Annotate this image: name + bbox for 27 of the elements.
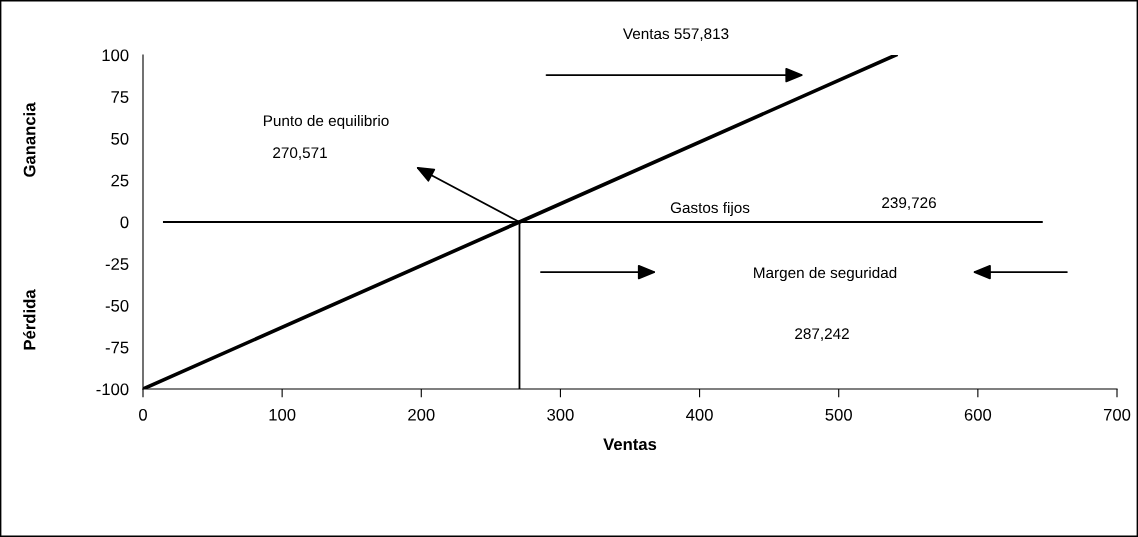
x-tick-label: 300 — [547, 408, 574, 421]
x-tick-label: 400 — [686, 408, 713, 421]
x-tick-label: 200 — [408, 408, 435, 421]
text: Pérdida — [23, 289, 36, 350]
x-tick-label: 700 — [1103, 408, 1131, 421]
y-tick-label: 0 — [120, 216, 129, 229]
x-tick-label: 600 — [964, 408, 992, 421]
y-tick-label: 25 — [111, 174, 129, 187]
x-tick-label: 0 — [139, 408, 147, 421]
x-tick-label: 500 — [825, 408, 852, 421]
annotation: Margen de seguridad — [754, 266, 897, 282]
annotation: Punto de equilibrio — [263, 114, 389, 130]
y-tick-label: -25 — [105, 258, 129, 270]
text: Ventas 557,813 — [622, 28, 729, 41]
x-axis-title: Ventas — [603, 438, 657, 451]
y-tick-label: 100 — [102, 49, 129, 62]
y-tick-label: -75 — [105, 341, 129, 354]
annotation: Gastos fijos — [670, 201, 750, 217]
y-tick-label: -100 — [96, 383, 129, 396]
x-tick-label: 100 — [269, 408, 296, 421]
annotation: 287,242 — [795, 328, 849, 341]
annotation: 270,571 — [273, 147, 327, 160]
y-tick-label: 50 — [111, 132, 129, 145]
y-tick-label: 75 — [111, 91, 129, 103]
y-tick-label: -50 — [105, 299, 129, 312]
annotation: 239,726 — [882, 197, 936, 210]
y-axis-title: Ganancia — [23, 102, 36, 177]
